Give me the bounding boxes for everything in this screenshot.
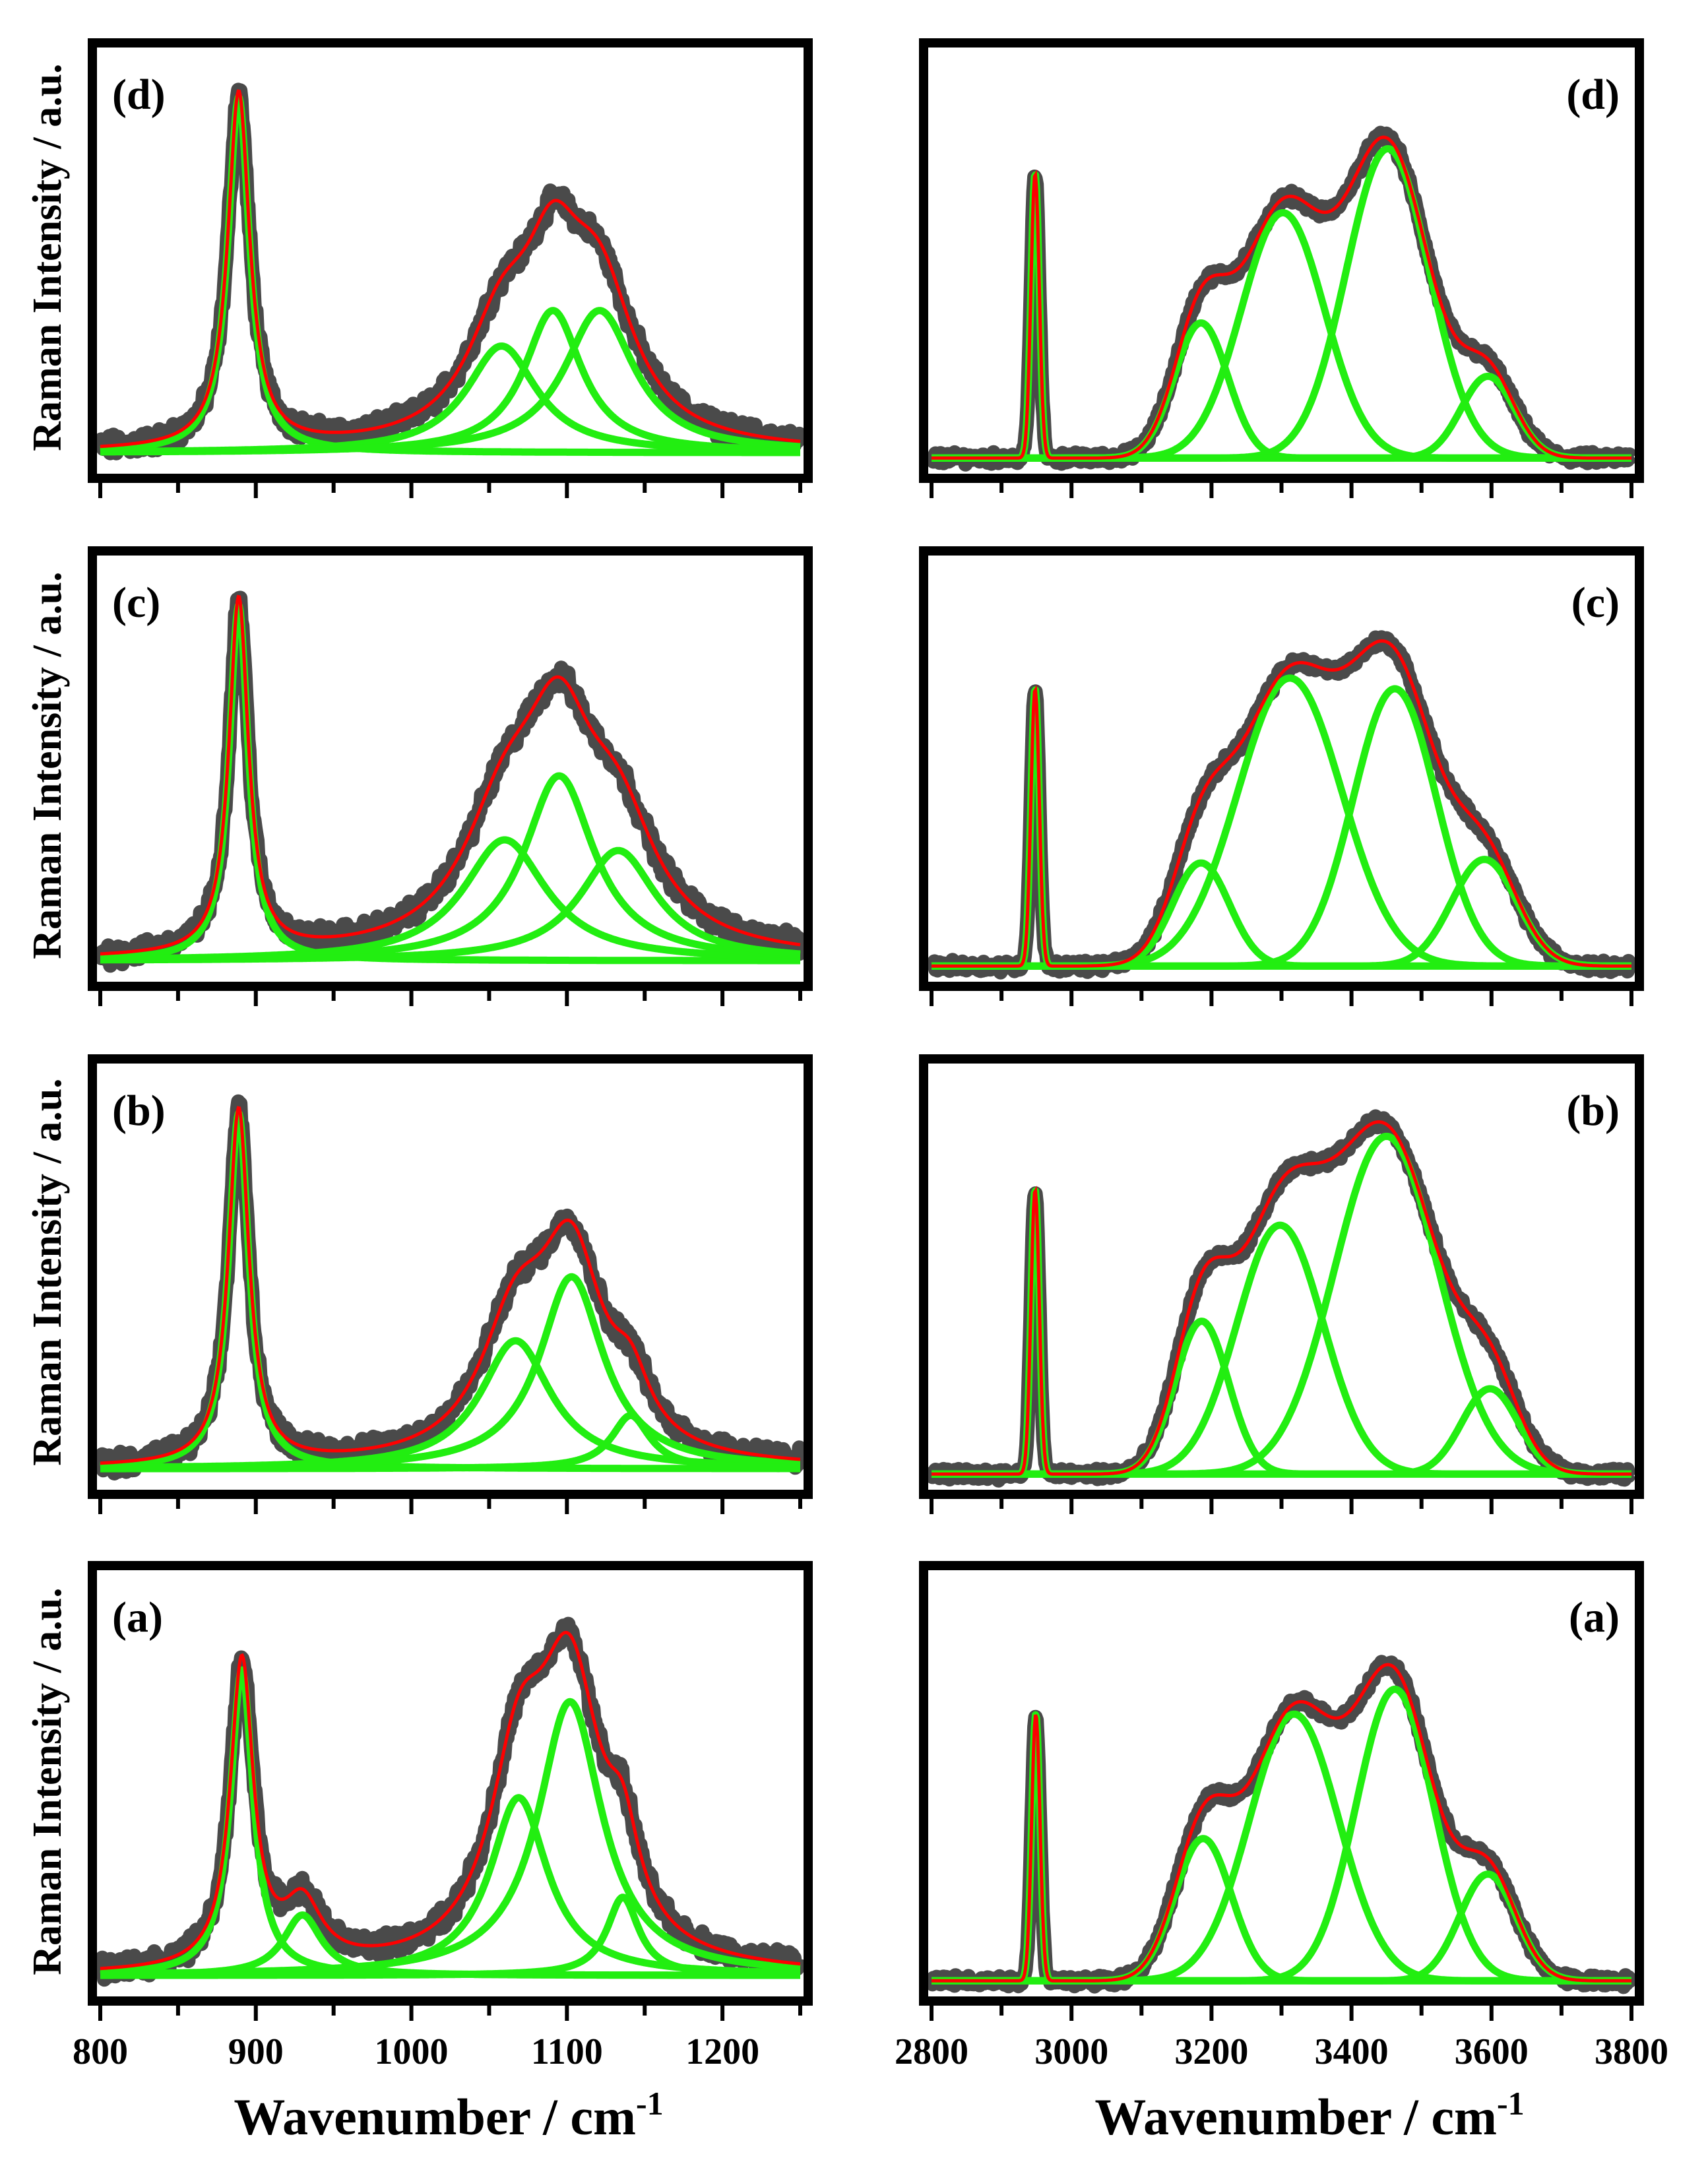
panel-0-left-fit-curve	[100, 89, 801, 449]
panel-3-left-fit-curve	[100, 1630, 801, 1971]
panel-0-right-frame	[919, 38, 1644, 483]
panel-0-left-label: (d)	[112, 71, 166, 119]
panel-2-right-frame	[919, 1054, 1644, 1499]
panel-3-left-component-peak-4	[98, 1894, 803, 1979]
panel-2-left-label: (b)	[112, 1087, 166, 1135]
panel-0-right-fit-curve	[932, 135, 1631, 460]
x-tick-label-right-1: 3000	[1034, 2031, 1108, 2072]
panel-1-right: (c)	[919, 546, 1644, 1006]
panel-1-right-label: (c)	[1571, 579, 1620, 627]
panel-0-left: (d)	[88, 38, 813, 498]
panel-1-left: (c)	[88, 546, 813, 1006]
panel-2-left-component-peak-3	[98, 1411, 803, 1473]
panel-3-left-plot-area	[93, 1616, 807, 1987]
panel-3-right: 2800 3000 3200 3400 3600 3800 (a)	[895, 1561, 1668, 2072]
panels-layer: (d) (d)(c) (c)(b) (b)800 900 1000 1100 1200(a)2…	[73, 38, 1668, 2072]
x-axis-title-right: Wavenumber / cm-1	[1094, 2085, 1524, 2146]
panel-2-right-fit-curve	[932, 1120, 1631, 1476]
panel-3-left-label: (a)	[112, 1593, 163, 1641]
panel-2-right-label: (b)	[1566, 1087, 1620, 1135]
y-axis-label-row-0: Raman Intensity / a.u.	[25, 63, 70, 451]
y-axis-label-row-2: Raman Intensity / a.u.	[25, 1078, 70, 1465]
panel-3-left-frame	[88, 1561, 813, 2006]
panel-2-right-plot-area	[924, 1109, 1638, 1488]
panel-0-left-component-peak-3	[98, 307, 803, 456]
panel-0-right: (d)	[919, 38, 1644, 498]
panel-1-left-frame	[88, 546, 813, 991]
panel-3-left: 800 900 1000 1100 1200 (a)	[73, 1561, 813, 2072]
y-axis-label-row-1: Raman Intensity / a.u.	[25, 571, 70, 959]
x-axis-title-left-sup: -1	[636, 2085, 664, 2122]
x-tick-label-left-3: 1100	[531, 2031, 603, 2072]
panel-2-right: (b)	[919, 1054, 1644, 1514]
panel-1-left-label: (c)	[112, 579, 160, 627]
panel-1-right-fit-curve	[932, 639, 1631, 968]
panel-2-left-frame	[88, 1054, 813, 1499]
panel-3-right-plot-area	[924, 1655, 1639, 1994]
panel-0-right-label: (d)	[1566, 71, 1620, 119]
panel-3-right-fit-curve	[932, 1663, 1631, 1983]
panel-0-right-plot-area	[925, 125, 1638, 472]
x-tick-label-left-1: 900	[228, 2031, 284, 2072]
panel-2-left-fit-curve	[100, 1106, 801, 1465]
x-axis-title-right-text: Wavenumber / cm	[1094, 2088, 1497, 2146]
x-tick-label-right-3: 3400	[1315, 2031, 1389, 2072]
panel-3-right-label: (a)	[1569, 1593, 1620, 1641]
panel-2-left-plot-area	[93, 1094, 807, 1480]
panel-1-right-frame	[919, 546, 1644, 991]
panel-1-right-plot-area	[924, 630, 1639, 980]
panel-1-left-component-peak-3	[98, 846, 803, 964]
x-tick-label-right-4: 3600	[1455, 2031, 1529, 2072]
panel-0-left-frame	[88, 38, 813, 483]
y-axis-label-row-3: Raman Intensity / a.u.	[25, 1587, 70, 1975]
panel-1-left-experimental-spectrum	[93, 590, 807, 973]
x-tick-label-right-5: 3800	[1595, 2031, 1668, 2072]
x-axis-title-left-text: Wavenumber / cm	[234, 2088, 636, 2146]
panel-1-left-plot-area	[93, 590, 807, 973]
panel-3-right-frame	[919, 1561, 1644, 2006]
panel-1-left-fit-curve	[100, 594, 801, 956]
x-tick-label-right-2: 3200	[1174, 2031, 1248, 2072]
x-axis-title-right-sup: -1	[1497, 2085, 1525, 2122]
x-tick-label-left-4: 1200	[685, 2031, 759, 2072]
x-tick-label-right-0: 2800	[895, 2031, 968, 2072]
panel-2-left: (b)	[88, 1054, 813, 1514]
x-axis-title-left: Wavenumber / cm-1	[234, 2085, 663, 2146]
x-tick-label-left-0: 800	[73, 2031, 128, 2072]
panel-0-left-plot-area	[93, 82, 807, 461]
x-tick-label-left-2: 1000	[375, 2031, 449, 2072]
